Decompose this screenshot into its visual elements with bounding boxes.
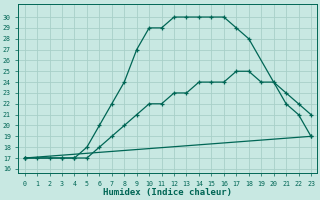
Title: Courbe de l'humidex pour Oberstdorf: Courbe de l'humidex pour Oberstdorf <box>155 3 181 4</box>
X-axis label: Humidex (Indice chaleur): Humidex (Indice chaleur) <box>103 188 232 197</box>
